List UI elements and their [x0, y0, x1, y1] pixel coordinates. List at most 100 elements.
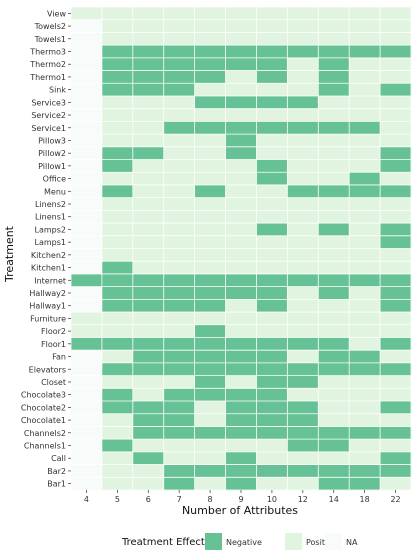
x-tick-label: 5 [115, 495, 120, 504]
legend-label-negative: Negative [226, 538, 262, 547]
heatmap-cell [380, 350, 412, 364]
heatmap-cell [132, 45, 165, 59]
heatmap-cell [318, 184, 350, 198]
heatmap-cell [101, 159, 134, 173]
heatmap-cell [101, 464, 134, 478]
heatmap-cell [256, 324, 288, 338]
x-tick-label: 14 [329, 495, 339, 504]
heatmap-cell [71, 375, 103, 389]
heatmap-cell [163, 146, 195, 160]
heatmap-cell [349, 261, 381, 275]
heatmap-cell [163, 121, 195, 135]
y-tick-label: Kitchen2 [31, 251, 66, 260]
y-tick-label: Office [43, 175, 66, 184]
y-tick-label: Chocolate1 [21, 416, 66, 425]
heatmap-cell [71, 235, 103, 249]
heatmap-cell [380, 19, 412, 33]
heatmap-cell [132, 95, 165, 109]
heatmap-cell [318, 223, 350, 237]
heatmap-cell [132, 337, 165, 351]
heatmap-cell [132, 401, 165, 415]
heatmap-cell [380, 299, 412, 313]
heatmap-cell [256, 401, 288, 415]
heatmap-cell [194, 95, 226, 109]
heatmap-cell [163, 464, 195, 478]
y-tick-label: Kitchen1 [31, 264, 66, 273]
heatmap-cell [380, 7, 412, 21]
heatmap-cell [318, 464, 350, 478]
heatmap-cell [71, 7, 103, 21]
legend-key-na [325, 533, 342, 550]
heatmap-cell [101, 286, 134, 300]
heatmap-cell [71, 172, 103, 186]
heatmap-cell [101, 134, 134, 148]
x-axis-title: Number of Attributes [182, 504, 298, 517]
heatmap-cell [318, 210, 350, 224]
heatmap-cell [287, 57, 319, 71]
heatmap-cell [380, 83, 412, 97]
heatmap-cell [318, 477, 350, 491]
heatmap-cell [349, 388, 381, 402]
heatmap-cell [380, 108, 412, 122]
heatmap-cell [132, 159, 165, 173]
heatmap-cell [225, 388, 257, 402]
heatmap-cell [349, 134, 381, 148]
heatmap-cell [380, 273, 412, 287]
heatmap-cell [163, 235, 195, 249]
heatmap-cell [318, 426, 350, 440]
heatmap-cell [132, 464, 165, 478]
heatmap-cell [287, 337, 319, 351]
heatmap-cell [380, 121, 412, 135]
heatmap-cell [380, 210, 412, 224]
heatmap-cell [101, 273, 134, 287]
heatmap-cell [132, 312, 165, 326]
heatmap-cell [256, 121, 288, 135]
heatmap-cell [287, 159, 319, 173]
heatmap-cell [256, 261, 288, 275]
heatmap-cell [225, 324, 257, 338]
heatmap-cell [163, 210, 195, 224]
y-tick-label: Elevators [29, 365, 66, 374]
heatmap-cell [71, 95, 103, 109]
heatmap-cell [225, 121, 257, 135]
heatmap-cell [349, 108, 381, 122]
heatmap-cell [132, 299, 165, 313]
heatmap-cell [225, 337, 257, 351]
heatmap-cell [71, 350, 103, 364]
heatmap-cell [132, 388, 165, 402]
heatmap-cell [225, 95, 257, 109]
heatmap-cell [287, 312, 319, 326]
heatmap-cell [225, 108, 257, 122]
y-tick-label: Pillow3 [38, 136, 66, 145]
heatmap-cell [318, 83, 350, 97]
heatmap-cell [163, 95, 195, 109]
heatmap-cell [225, 172, 257, 186]
heatmap-cell [132, 57, 165, 71]
heatmap-cell [349, 439, 381, 453]
heatmap-cell [349, 464, 381, 478]
y-tick-label: Thermo3 [29, 47, 66, 56]
heatmap-cell [194, 45, 226, 59]
heatmap-cell [318, 273, 350, 287]
heatmap-cell [287, 32, 319, 46]
heatmap-cell [349, 70, 381, 84]
heatmap-cell [101, 197, 134, 211]
y-tick-label: Floor2 [41, 327, 66, 336]
heatmap-cell [287, 375, 319, 389]
heatmap-cell [132, 184, 165, 198]
heatmap-cell [318, 388, 350, 402]
heatmap-cell [194, 184, 226, 198]
heatmap-cell [318, 362, 350, 376]
heatmap-cell [380, 312, 412, 326]
heatmap-cell [163, 401, 195, 415]
heatmap-cell [225, 401, 257, 415]
heatmap-cell [318, 413, 350, 427]
y-tick-label: Internet [34, 276, 66, 285]
heatmap-cell [194, 83, 226, 97]
y-axis-title: Treatment [3, 225, 16, 283]
heatmap-cell [349, 146, 381, 160]
heatmap-cell [287, 83, 319, 97]
heatmap-cell [380, 146, 412, 160]
heatmap-cell [225, 19, 257, 33]
